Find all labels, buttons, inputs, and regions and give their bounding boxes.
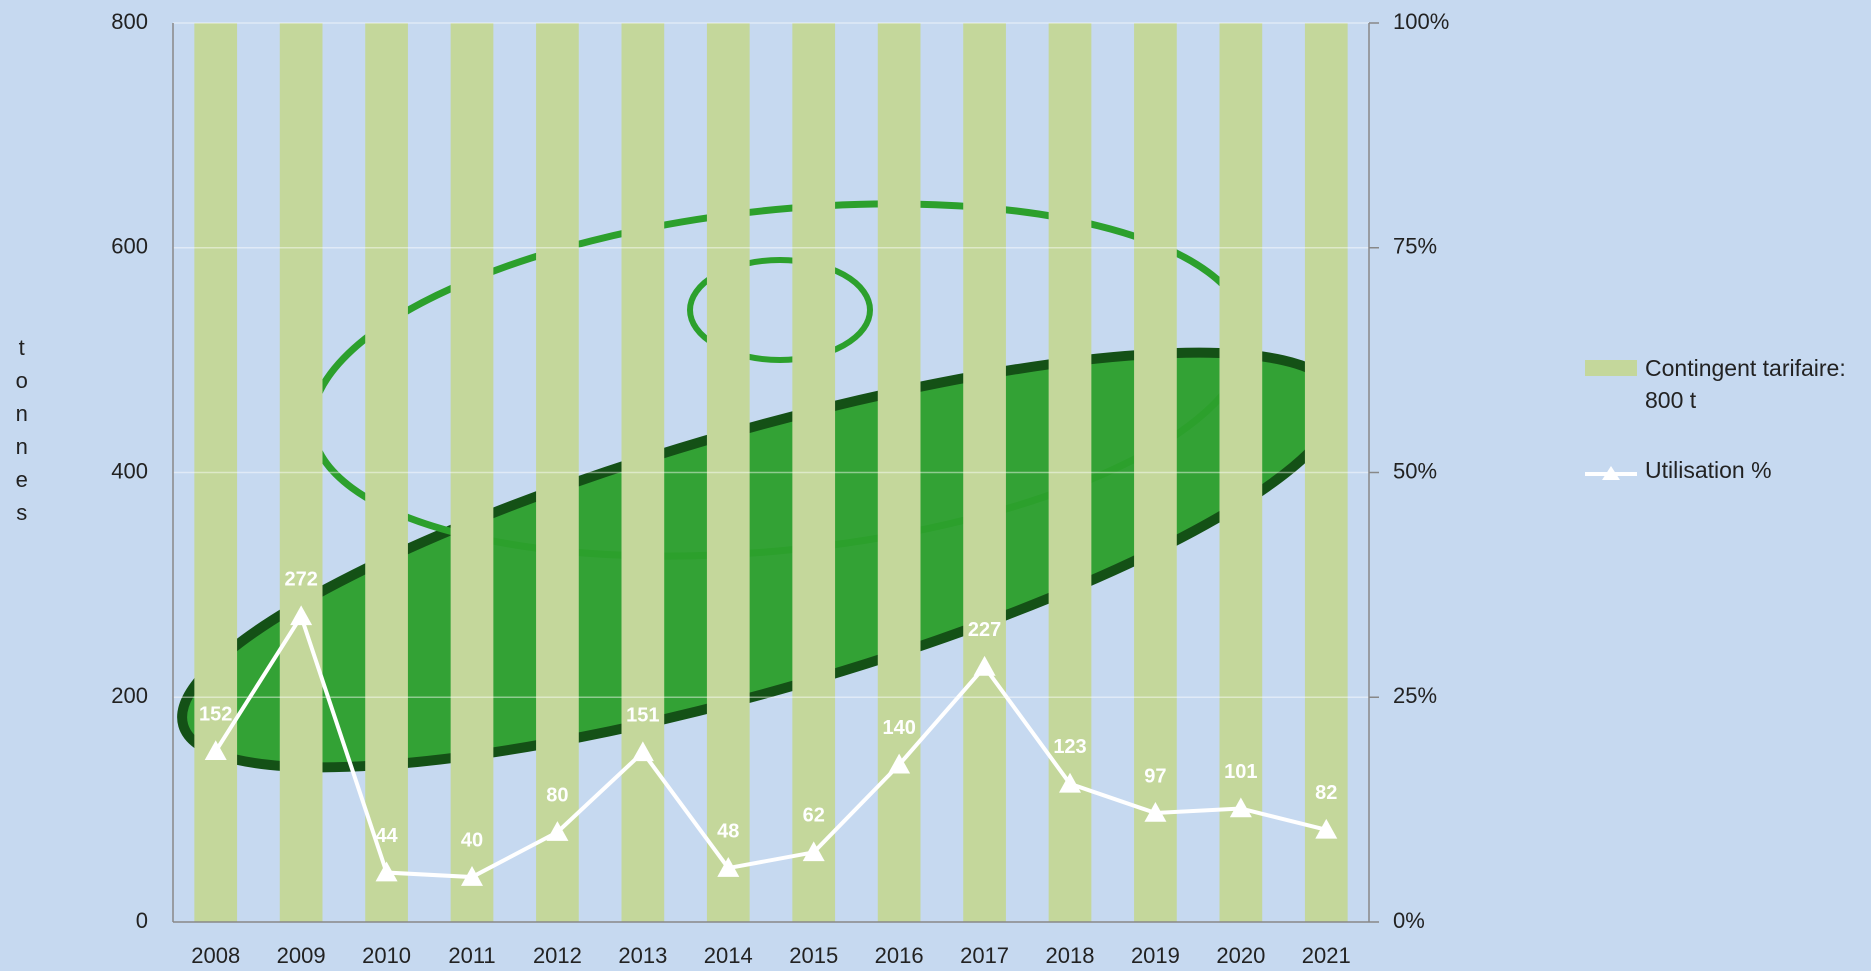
bar	[365, 23, 408, 922]
y2-tick-label: 100%	[1393, 9, 1449, 34]
marker	[802, 841, 825, 862]
bar	[963, 23, 1006, 922]
x-tick-label: 2011	[448, 943, 495, 968]
y2-tick-label: 25%	[1393, 683, 1437, 708]
y-tick-label: 400	[111, 458, 148, 483]
bar	[792, 23, 836, 922]
data-label: 40	[461, 829, 483, 851]
x-tick-label: 2008	[191, 943, 240, 968]
y-tick-label: 800	[111, 9, 148, 34]
legend-line	[1585, 466, 1637, 480]
x-tick-label: 2015	[789, 943, 838, 968]
legend-swatch	[1585, 360, 1637, 376]
data-label: 80	[546, 784, 568, 806]
data-label: 62	[803, 805, 825, 827]
x-tick-label: 2009	[277, 943, 326, 968]
legend-swatch	[1585, 462, 1637, 480]
data-label: 272	[284, 569, 317, 591]
x-tick-label: 2016	[875, 943, 924, 968]
data-label: 151	[626, 705, 659, 727]
y-tick-label: 200	[111, 683, 148, 708]
bar	[1304, 23, 1348, 922]
data-label: 48	[717, 820, 739, 842]
x-tick-label: 2010	[362, 943, 411, 968]
marker	[1144, 801, 1167, 822]
marker	[290, 605, 313, 626]
marker	[375, 861, 398, 882]
x-tick-label: 2017	[960, 943, 1009, 968]
x-tick-label: 2019	[1131, 943, 1180, 968]
marker	[973, 655, 996, 676]
marker	[1229, 797, 1252, 818]
bar	[1048, 23, 1092, 922]
legend-label: Utilisation %	[1645, 457, 1772, 483]
bar	[1134, 23, 1177, 922]
data-label: 123	[1053, 736, 1086, 758]
y2-tick-label: 50%	[1393, 458, 1437, 483]
marker	[1315, 818, 1338, 839]
x-tick-label: 2012	[533, 943, 582, 968]
y-tick-label: 0	[136, 908, 148, 933]
data-label: 97	[1144, 765, 1166, 787]
bar	[194, 23, 238, 922]
y-tick-label: 600	[111, 234, 148, 259]
marker	[717, 857, 740, 877]
y2-tick-label: 0%	[1393, 908, 1425, 933]
data-label: 152	[199, 703, 232, 725]
legend-entry: Contingent tarifaire: 800 t	[1585, 352, 1865, 416]
legend-entry: Utilisation %	[1585, 454, 1865, 486]
marker	[204, 740, 227, 760]
data-label: 101	[1224, 761, 1257, 783]
legend: Contingent tarifaire: 800 t Utilisation %	[1585, 352, 1865, 524]
x-tick-label: 2020	[1216, 943, 1265, 968]
marker	[631, 741, 654, 762]
x-tick-label: 2021	[1302, 943, 1351, 968]
y-axis-label: tonnes	[9, 335, 34, 533]
x-tick-label: 2013	[618, 943, 667, 968]
decoration	[177, 200, 1343, 773]
legend-label: Contingent tarifaire: 800 t	[1645, 355, 1846, 413]
x-tick-label: 2014	[704, 943, 753, 968]
bar	[1219, 23, 1263, 922]
data-label: 140	[882, 717, 915, 739]
marker	[888, 753, 911, 774]
data-label: 44	[375, 825, 398, 847]
marker	[461, 866, 483, 886]
data-label: 82	[1315, 782, 1337, 804]
marker	[546, 821, 569, 841]
data-label: 227	[968, 619, 1001, 641]
bar	[279, 23, 323, 922]
bar	[706, 23, 750, 922]
marker	[1059, 772, 1081, 793]
x-tick-label: 2018	[1046, 943, 1095, 968]
bar	[450, 23, 494, 922]
bar	[536, 23, 579, 922]
y2-tick-label: 75%	[1393, 234, 1437, 259]
line	[214, 611, 1327, 880]
